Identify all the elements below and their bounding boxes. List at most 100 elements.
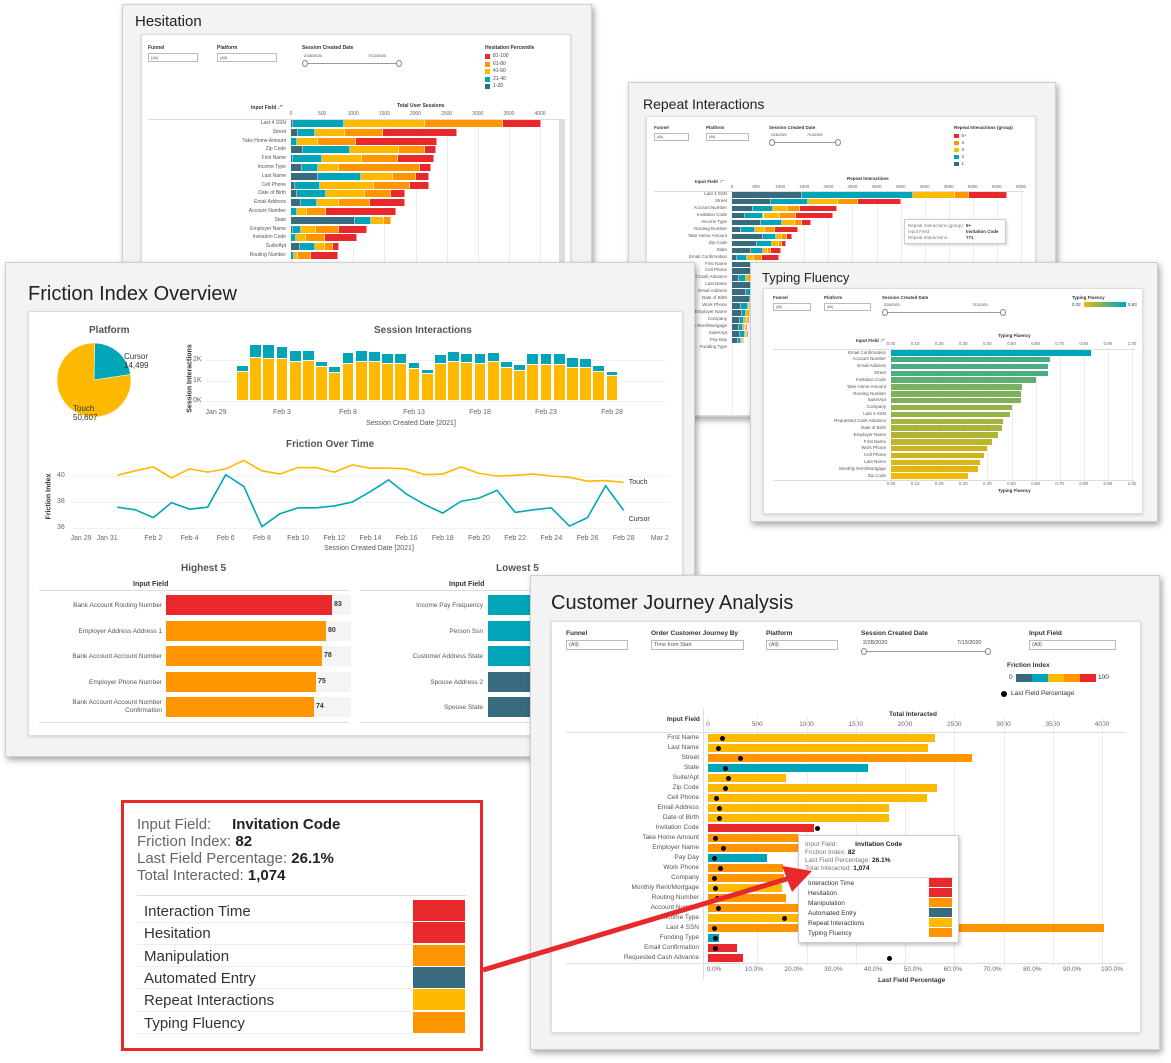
fluency-bar[interactable] <box>891 356 1051 363</box>
bar-segment[interactable] <box>291 155 293 163</box>
date-range-slider[interactable] <box>771 142 839 143</box>
bar-segment[interactable] <box>416 172 430 180</box>
bar-touch[interactable] <box>275 359 289 401</box>
bar-cursor[interactable] <box>236 365 249 373</box>
fluency-bar[interactable] <box>891 445 988 452</box>
bar-segment[interactable] <box>786 233 793 240</box>
bar-segment[interactable] <box>771 247 782 254</box>
bar-touch[interactable] <box>236 372 249 401</box>
last-field-dot[interactable] <box>715 905 721 911</box>
total-interacted-bar[interactable] <box>708 754 972 762</box>
bar-touch[interactable] <box>605 376 619 401</box>
bar-segment[interactable] <box>292 155 323 163</box>
bar-segment[interactable] <box>325 234 358 242</box>
bar-segment[interactable] <box>343 120 426 127</box>
filter-dropdown[interactable]: Time from Start ▾ <box>651 639 744 650</box>
bar-segment[interactable] <box>969 192 1008 198</box>
bar-segment[interactable] <box>291 190 298 198</box>
bar-segment[interactable] <box>754 254 762 261</box>
bar-segment[interactable] <box>740 317 745 323</box>
bar-segment[interactable] <box>748 317 750 323</box>
bar-touch[interactable] <box>302 361 315 401</box>
bar-cursor[interactable] <box>500 361 513 368</box>
bar-cursor[interactable] <box>460 352 474 364</box>
bar-segment[interactable] <box>297 208 307 215</box>
bar-segment[interactable] <box>732 310 742 316</box>
bar-segment[interactable] <box>732 317 741 323</box>
slider-handle-end[interactable] <box>396 60 402 67</box>
bar-segment[interactable] <box>344 128 384 136</box>
bar-segment[interactable] <box>732 324 740 330</box>
total-interacted-bar[interactable] <box>708 824 814 832</box>
bar-segment[interactable] <box>744 324 746 330</box>
bar-segment[interactable] <box>291 146 303 154</box>
bar-cursor[interactable] <box>341 352 355 365</box>
pie-slice-touch[interactable] <box>56 342 132 418</box>
total-interacted-bar[interactable] <box>708 814 890 822</box>
total-interacted-bar[interactable] <box>708 904 807 912</box>
bar-cursor[interactable] <box>381 352 394 365</box>
bar-segment[interactable] <box>763 233 776 240</box>
bar-segment[interactable] <box>746 310 751 316</box>
bar-segment[interactable] <box>761 254 779 261</box>
filter-dropdown[interactable]: (All) ▾ <box>1029 639 1116 650</box>
bar-segment[interactable] <box>732 226 742 233</box>
scrollbar[interactable] <box>559 119 565 273</box>
total-interacted-bar[interactable] <box>708 774 786 782</box>
bar-segment[interactable] <box>737 254 747 261</box>
filter-dropdown[interactable]: (All) ▾ <box>654 132 689 141</box>
date-range-slider[interactable] <box>863 651 989 652</box>
bar-segment[interactable] <box>740 331 745 337</box>
bar-segment[interactable] <box>782 219 795 226</box>
bar-segment[interactable] <box>753 205 773 212</box>
bar-segment[interactable] <box>912 192 956 198</box>
last-field-dot[interactable] <box>886 955 892 961</box>
bar-segment[interactable] <box>765 226 776 233</box>
bar-cursor[interactable] <box>579 357 592 368</box>
bar-segment[interactable] <box>292 120 344 127</box>
bar-segment[interactable] <box>291 128 299 136</box>
bar-segment[interactable] <box>296 137 318 145</box>
bar-segment[interactable] <box>291 172 319 180</box>
bar-touch[interactable] <box>315 367 328 401</box>
bar-segment[interactable] <box>741 337 743 344</box>
bar-segment[interactable] <box>732 240 758 247</box>
bar-segment[interactable] <box>300 199 318 207</box>
bar-touch[interactable] <box>407 368 421 401</box>
slider-handle-end[interactable] <box>985 648 991 655</box>
bar-segment[interactable] <box>349 146 399 154</box>
bar-segment[interactable] <box>760 219 783 226</box>
bar-segment[interactable] <box>293 252 299 259</box>
fluency-bar[interactable] <box>891 473 969 479</box>
bar-segment[interactable] <box>291 120 293 127</box>
bar-segment[interactable] <box>795 212 834 219</box>
bar-segment[interactable] <box>742 324 745 330</box>
bar-cursor[interactable] <box>315 361 328 368</box>
bar-cursor[interactable] <box>434 354 447 365</box>
bar-segment[interactable] <box>291 137 297 145</box>
bar-segment[interactable] <box>955 192 970 198</box>
bar-segment[interactable] <box>291 252 294 259</box>
last-field-dot[interactable] <box>782 915 788 921</box>
bar-segment[interactable] <box>745 331 747 337</box>
bar-segment[interactable] <box>356 137 438 145</box>
last-field-dot[interactable] <box>711 855 717 861</box>
bar-segment[interactable] <box>748 303 750 309</box>
bar-segment[interactable] <box>371 216 385 224</box>
bar-segment[interactable] <box>732 254 738 261</box>
bar-segment[interactable] <box>732 337 738 344</box>
bar-segment[interactable] <box>298 128 316 136</box>
bar-segment[interactable] <box>779 240 782 247</box>
friction-bar[interactable] <box>166 595 332 615</box>
fluency-bar[interactable] <box>891 459 981 466</box>
bar-segment[interactable] <box>339 199 371 207</box>
bar-cursor[interactable] <box>368 351 381 363</box>
bar-segment[interactable] <box>762 247 769 254</box>
bar-segment[interactable] <box>744 331 746 337</box>
bar-segment[interactable] <box>291 225 293 233</box>
bar-segment[interactable] <box>291 216 355 224</box>
total-interacted-bar[interactable] <box>708 854 768 862</box>
fluency-bar[interactable] <box>891 384 1023 390</box>
bar-segment[interactable] <box>732 296 751 302</box>
bar-segment[interactable] <box>772 205 788 212</box>
